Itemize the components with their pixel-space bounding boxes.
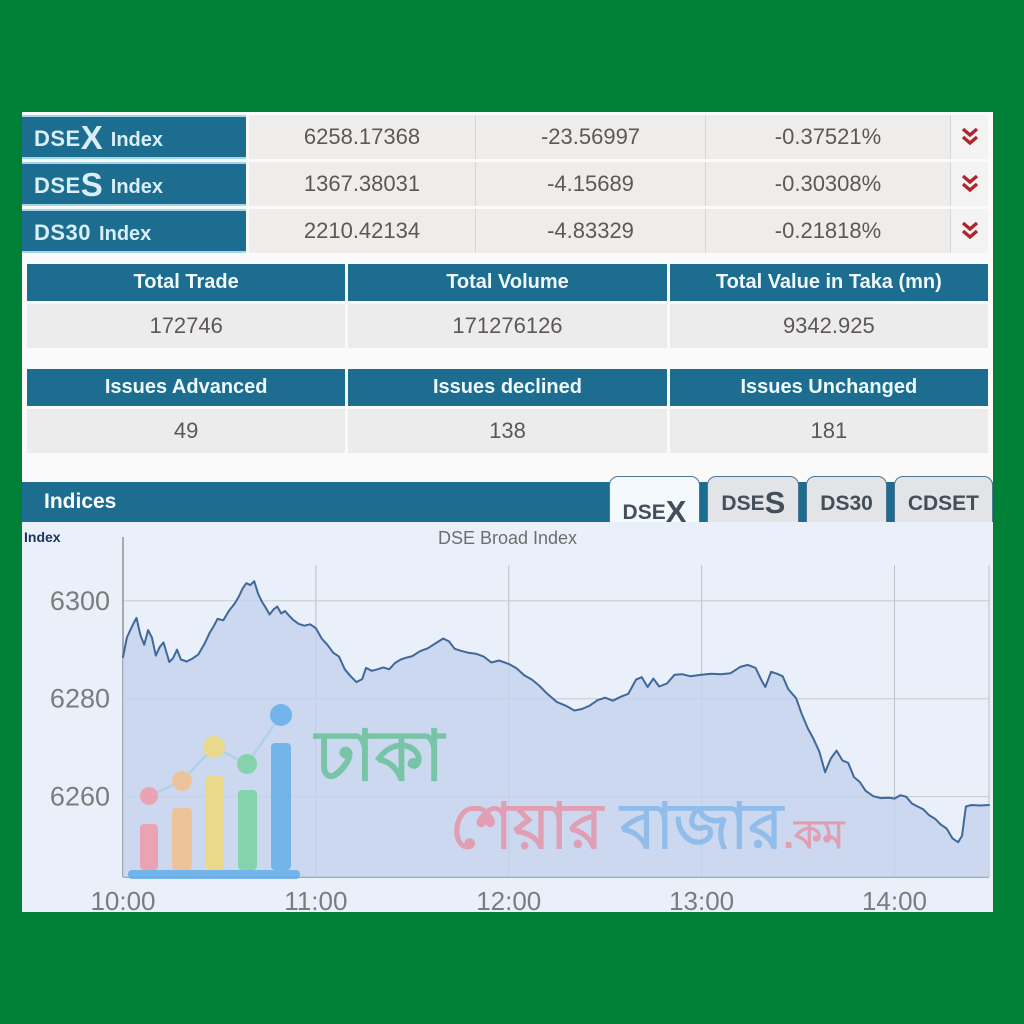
index-value: 2210.42134: [249, 209, 476, 253]
tab-dses[interactable]: DSE S: [707, 476, 800, 524]
issues-table: Issues Advanced Issues declined Issues U…: [27, 369, 988, 453]
x-axis-tick-label: 10:00: [90, 886, 155, 912]
tab-cdset[interactable]: CDSET: [893, 476, 993, 524]
column-header: Total Value in Taka (mn): [669, 264, 988, 301]
index-name-suffix: Index: [110, 176, 164, 198]
index-name-suffix: Index: [110, 129, 164, 151]
index-chart-section: Index DSE Broad Index 6300 6280 6260 10:00 1…: [22, 522, 993, 912]
index-name: DSE: [34, 173, 81, 198]
index-tabs: DSE X DSE S DS30 CDSET: [608, 476, 993, 533]
index-name-suffix: Index: [99, 223, 152, 245]
tab-label: DS30: [820, 492, 873, 515]
total-trade-value: 172746: [27, 304, 346, 348]
column-header: Total Trade: [27, 264, 346, 301]
expand-row-button[interactable]: [951, 115, 988, 159]
index-name: DS30: [34, 220, 92, 245]
y-axis-tick-label: 6280: [50, 684, 110, 714]
index-change: -23.56997: [476, 115, 706, 159]
indices-section-header: Indices DSE X DSE S DS30 CDSET: [22, 476, 993, 533]
expand-row-button[interactable]: [951, 162, 988, 206]
index-area-chart: 6300 6280 6260 10:00 11:00 12:00 13:00 14:00: [50, 537, 990, 912]
tab-label: DSE: [622, 501, 666, 524]
index-value: 6258.17368: [249, 115, 476, 159]
tab-label: DSE: [721, 492, 765, 515]
x-axis-tick-label: 11:00: [284, 886, 347, 912]
y-axis-tick-label: 6300: [50, 586, 110, 616]
chart-title: DSE Broad Index: [437, 528, 578, 548]
expand-row-button[interactable]: [951, 209, 988, 253]
section-title: Indices: [44, 490, 117, 513]
index-change: -4.83329: [476, 209, 706, 253]
issues-header-row: Issues Advanced Issues declined Issues U…: [27, 369, 988, 406]
index-name: DSE: [34, 126, 81, 151]
index-change-percent: -0.37521%: [706, 115, 951, 159]
double-chevron-down-icon: [961, 221, 978, 240]
index-table: DSE X Index 6258.17368 -23.56997 -0.3752…: [22, 115, 988, 256]
index-value: 1367.38031: [249, 162, 476, 206]
index-change: -4.15689: [476, 162, 706, 206]
index-name-cell: DSE S Index: [22, 162, 246, 206]
issues-value-row: 49 138 181: [27, 409, 988, 453]
index-name-big-letter: S: [80, 165, 103, 203]
x-axis-tick-label: 14:00: [862, 886, 927, 912]
y-axis-caption: Index: [24, 529, 61, 545]
market-summary-panel: DSE X Index 6258.17368 -23.56997 -0.3752…: [22, 112, 993, 912]
chart-area-fill: [123, 581, 989, 877]
column-header: Issues Advanced: [27, 369, 346, 406]
issues-declined-value: 138: [348, 409, 667, 453]
index-change-percent: -0.30308%: [706, 162, 951, 206]
totals-value-row: 172746 171276126 9342.925: [27, 304, 988, 348]
index-change-percent: -0.21818%: [706, 209, 951, 253]
column-header: Issues declined: [348, 369, 667, 406]
double-chevron-down-icon: [961, 174, 978, 193]
totals-header-row: Total Trade Total Volume Total Value in …: [27, 264, 988, 301]
table-row-dses: DSE S Index 1367.38031 -4.15689 -0.30308…: [22, 162, 988, 206]
total-value-taka: 9342.925: [669, 304, 988, 348]
y-axis-tick-label: 6260: [50, 782, 110, 812]
index-name-cell: DSE X Index: [22, 115, 246, 159]
column-header: Total Volume: [348, 264, 667, 301]
double-chevron-down-icon: [961, 127, 978, 146]
x-axis-tick-label: 13:00: [669, 886, 734, 912]
totals-table: Total Trade Total Volume Total Value in …: [27, 264, 988, 348]
x-axis-tick-label: 12:00: [476, 886, 541, 912]
column-header: Issues Unchanged: [669, 369, 988, 406]
table-row-ds30: DS30 Index 2210.42134 -4.83329 -0.21818%: [22, 209, 988, 253]
tab-label-big: S: [764, 485, 786, 521]
index-name-big-letter: X: [80, 118, 103, 156]
total-volume-value: 171276126: [348, 304, 667, 348]
tab-label-big: X: [665, 494, 687, 530]
index-name-cell: DS30 Index: [22, 209, 246, 253]
issues-advanced-value: 49: [27, 409, 346, 453]
table-row-dsex: DSE X Index 6258.17368 -23.56997 -0.3752…: [22, 115, 988, 159]
issues-unchanged-value: 181: [669, 409, 988, 453]
tab-ds30[interactable]: DS30: [806, 476, 887, 524]
tab-label: CDSET: [907, 492, 979, 515]
